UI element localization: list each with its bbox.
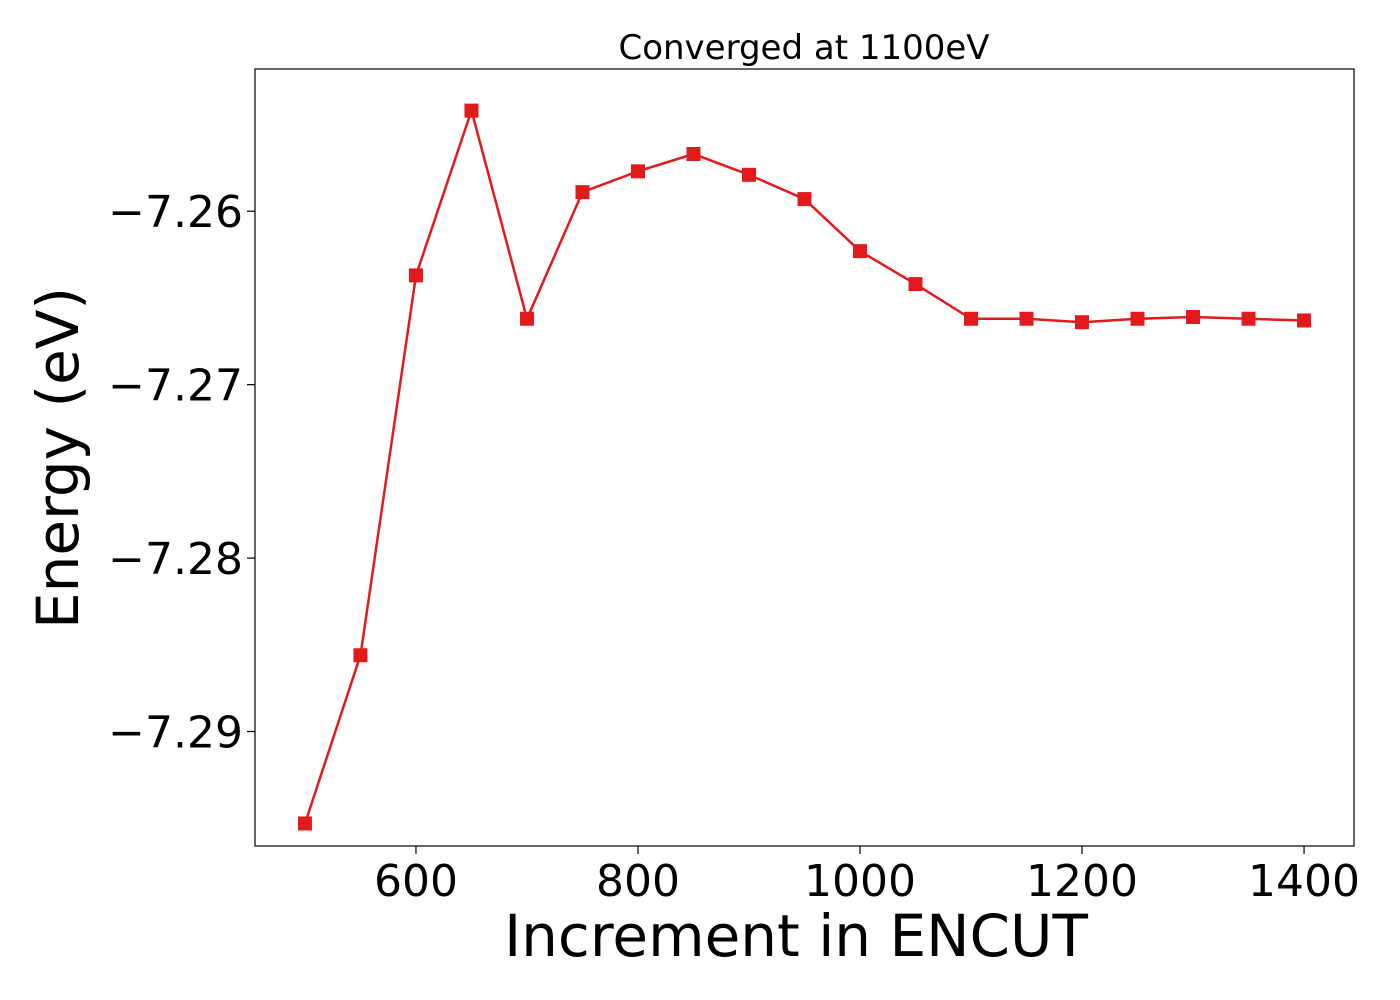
y-axis-title: Energy (eV) xyxy=(24,287,92,629)
data-point-marker xyxy=(964,311,979,326)
x-tick-label: 1200 xyxy=(1026,856,1138,907)
data-point-marker xyxy=(1075,315,1090,330)
data-point-marker xyxy=(1130,311,1145,326)
data-point-marker xyxy=(630,164,645,179)
x-axis-title: Increment in ENCUT xyxy=(504,902,1088,970)
series-line xyxy=(303,106,1305,824)
data-point-marker xyxy=(519,311,534,326)
data-point-marker xyxy=(853,244,868,259)
data-point-marker xyxy=(908,277,923,292)
x-tick-label: 1000 xyxy=(804,856,916,907)
data-point-marker xyxy=(1241,311,1256,326)
x-tick-label: 600 xyxy=(374,856,458,907)
data-point-marker xyxy=(464,103,479,118)
data-point-marker xyxy=(741,167,756,182)
series-layer xyxy=(297,103,1312,831)
x-axis: 600 800 1000 1200 1400 xyxy=(374,846,1360,907)
plot-area-frame xyxy=(254,68,1355,847)
data-point-marker xyxy=(1019,311,1034,326)
data-point-marker xyxy=(1186,310,1201,325)
chart-title: Converged at 1100eV xyxy=(618,28,989,68)
data-point-marker xyxy=(575,185,590,200)
data-point-marker xyxy=(1297,313,1312,328)
y-tick-label: −7.28 xyxy=(108,534,243,585)
data-point-marker xyxy=(297,816,312,831)
y-tick-label: −7.29 xyxy=(108,708,243,759)
y-tick-label: −7.27 xyxy=(108,361,243,412)
x-tick-label: 800 xyxy=(596,856,680,907)
y-tick-label: −7.26 xyxy=(108,187,243,238)
data-point-marker xyxy=(353,648,368,663)
y-axis: −7.26 −7.27 −7.28 −7.29 xyxy=(108,187,255,759)
data-point-marker xyxy=(797,192,812,207)
x-tick-label: 1400 xyxy=(1248,856,1360,907)
data-point-marker xyxy=(408,268,423,283)
data-point-marker xyxy=(686,146,701,161)
